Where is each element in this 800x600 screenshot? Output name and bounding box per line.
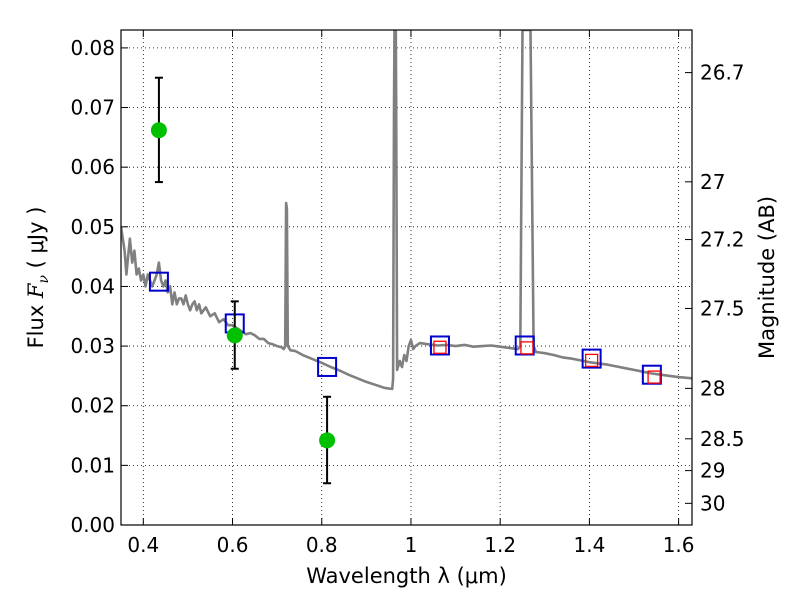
x-tick-label: 1.4 bbox=[573, 533, 605, 557]
measured-flux-marker bbox=[433, 340, 447, 354]
y2-tick-label: 27.2 bbox=[700, 228, 745, 252]
x-tick-label: 1.2 bbox=[484, 533, 516, 557]
x-tick-label: 0.6 bbox=[217, 533, 249, 557]
y-tick-label: 0.07 bbox=[70, 96, 115, 120]
y-axis-label-unit: ( μJy ) bbox=[24, 207, 48, 275]
y2-tick-label: 27 bbox=[700, 170, 725, 194]
y2-tick-label: 28.5 bbox=[700, 427, 745, 451]
y-tick-label: 0.01 bbox=[70, 453, 115, 477]
model-band-flux-marker bbox=[429, 335, 450, 356]
y-axis-label-subscript: ν bbox=[36, 275, 52, 284]
y-axis-label: Flux Fν ( μJy ) bbox=[24, 207, 52, 349]
y-axis-label-prefix: Flux bbox=[24, 298, 48, 348]
model-band-flux-marker bbox=[148, 271, 169, 292]
measured-flux-marker bbox=[647, 370, 661, 384]
x-tick-label: 0.8 bbox=[306, 533, 338, 557]
x-tick-label: 1.6 bbox=[663, 533, 695, 557]
y-tick-label: 0.00 bbox=[70, 513, 115, 537]
y2-tick-label: 30 bbox=[700, 491, 725, 515]
y-tick-label: 0.06 bbox=[70, 155, 115, 179]
x-axis-label: Wavelength λ (μm) bbox=[306, 564, 507, 588]
photometry-point bbox=[150, 122, 167, 139]
y2-axis-label: Magnitude (AB) bbox=[755, 196, 779, 359]
y-tick-label: 0.03 bbox=[70, 334, 115, 358]
y-tick-label: 0.05 bbox=[70, 215, 115, 239]
y-tick-label: 0.08 bbox=[70, 36, 115, 60]
measured-flux-marker bbox=[584, 353, 599, 368]
y2-tick-label: 26.7 bbox=[700, 61, 745, 85]
axis-ticks: 0.4 0.6 0.8 1 1.2 1.4 1.6 0.00 0.01 0.02 0.03 0.04 0… bbox=[70, 30, 745, 557]
x-tick-label: 1 bbox=[405, 533, 418, 557]
y2-tick-label: 29 bbox=[700, 459, 725, 483]
y2-tick-label: 27.5 bbox=[700, 296, 745, 320]
y-tick-label: 0.04 bbox=[70, 274, 115, 298]
photometry-point bbox=[319, 432, 336, 449]
y2-tick-label: 28 bbox=[700, 376, 725, 400]
measured-flux-marker bbox=[520, 341, 534, 355]
model-band-flux-marker bbox=[317, 356, 338, 377]
plot-series bbox=[121, 30, 692, 485]
plot-frame bbox=[120, 29, 693, 526]
model-band-flux-marker bbox=[581, 348, 602, 369]
x-tick-label: 0.4 bbox=[127, 533, 159, 557]
y-tick-label: 0.02 bbox=[70, 394, 115, 418]
grid-lines bbox=[121, 30, 692, 526]
model-spectrum-line bbox=[121, 30, 692, 391]
photometry-point bbox=[226, 327, 243, 344]
y-axis-label-symbol: F bbox=[24, 282, 48, 299]
model-band-flux-marker bbox=[514, 335, 535, 356]
